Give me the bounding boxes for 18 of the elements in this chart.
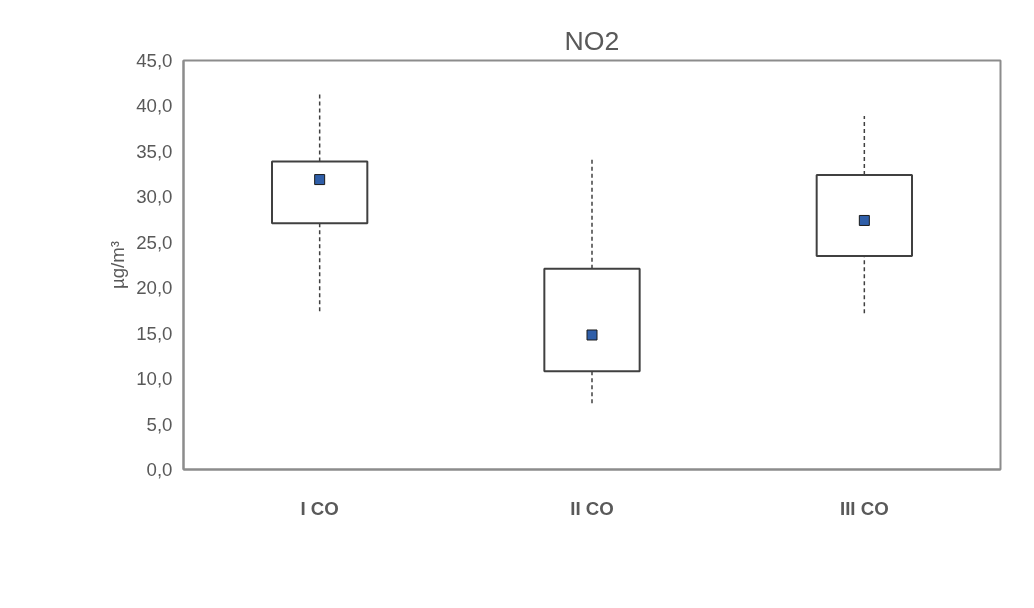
point <box>586 329 598 341</box>
point <box>314 174 326 186</box>
chart-title: NO2 <box>564 25 620 56</box>
y-tick-label: 20,0 <box>136 277 173 299</box>
y-tick-label: 30,0 <box>136 186 173 208</box>
y-tick-label: 25,0 <box>136 231 173 253</box>
y-axis-title: µg/m³ <box>107 240 129 290</box>
y-tick-label: 45,0 <box>136 50 173 71</box>
x-tick-label: I CO <box>300 497 339 519</box>
y-tick-label: 35,0 <box>136 140 173 162</box>
x-tick-label: III CO <box>839 497 889 519</box>
y-tick-label: 0,0 <box>146 459 173 480</box>
y-tick-label: 10,0 <box>136 368 173 390</box>
y-tick-label: 40,0 <box>136 95 173 117</box>
y-tick-label: 15,0 <box>136 322 173 344</box>
y-tick-label: 5,0 <box>146 413 173 435</box>
x-tick-label: II CO <box>570 497 614 519</box>
point <box>858 214 870 226</box>
